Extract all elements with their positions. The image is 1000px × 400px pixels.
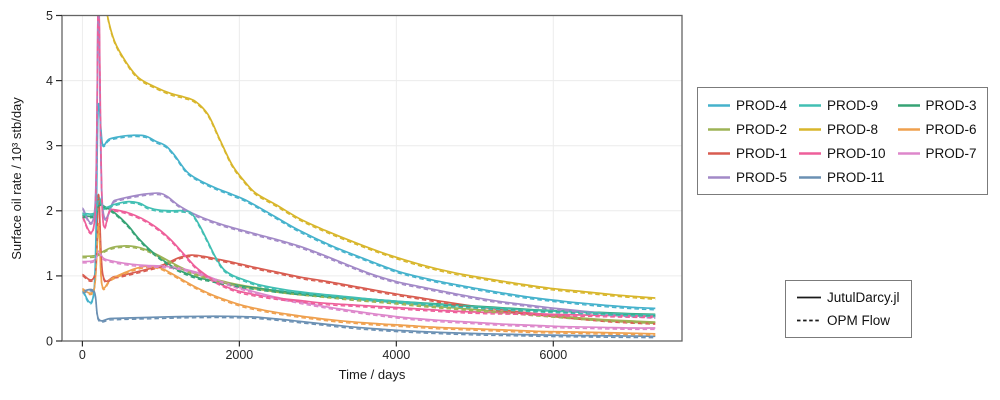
legend-swatch-icon bbox=[799, 127, 822, 131]
legend-swatch-icon bbox=[799, 175, 822, 179]
y-tick-label: 1 bbox=[46, 269, 53, 283]
y-tick-label: 2 bbox=[46, 204, 53, 218]
y-axis-label: Surface oil rate / 10³ stb/day bbox=[8, 96, 24, 260]
legend-swatch-icon bbox=[897, 127, 920, 131]
y-tick-label: 5 bbox=[46, 9, 53, 23]
series-legend: PROD-4 PROD-2 PROD-1 PROD-5 PROD-9 PROD-8 PROD… bbox=[697, 87, 988, 195]
legend-item-PROD-10: PROD-10 bbox=[799, 146, 886, 161]
legend-item-PROD-4: PROD-4 bbox=[708, 98, 787, 113]
curves-solid bbox=[81, 15, 656, 338]
x-tick-label: 6000 bbox=[539, 348, 567, 362]
legend-swatch-icon bbox=[897, 103, 920, 107]
y-tick-label: 4 bbox=[46, 74, 53, 88]
legend-item-PROD-5: PROD-5 bbox=[708, 170, 787, 185]
legend-swatch-icon bbox=[708, 103, 730, 107]
series-line-dashed-PROD-7 bbox=[82, 251, 656, 331]
legend-solid-line-icon bbox=[797, 296, 821, 299]
curves-dashed bbox=[81, 15, 656, 339]
series-line-PROD-9 bbox=[82, 196, 656, 316]
series-line-PROD-11 bbox=[82, 288, 656, 338]
x-tick-label: 4000 bbox=[382, 348, 410, 362]
series-line-dashed-PROD-9 bbox=[82, 198, 656, 318]
x-tick-label: 2000 bbox=[225, 348, 253, 362]
legend-swatch-icon bbox=[708, 151, 730, 155]
legend-item-PROD-6: PROD-6 bbox=[897, 122, 977, 137]
legend-swatch-icon bbox=[708, 175, 730, 179]
legend-dashed-line-icon bbox=[797, 319, 821, 322]
line-style-legend: JutulDarcy.jl OPM Flow bbox=[785, 280, 912, 338]
legend-swatch-icon bbox=[799, 103, 822, 107]
legend-item-dashed: OPM Flow bbox=[797, 313, 900, 328]
axis-ticks: 0 2000 4000 6000 0 1 2 3 4 5 bbox=[46, 9, 567, 362]
series-line-PROD-10 bbox=[81, 15, 656, 318]
legend-item-PROD-1: PROD-1 bbox=[708, 146, 787, 161]
x-tick-label: 0 bbox=[79, 348, 86, 362]
legend-item-PROD-3: PROD-3 bbox=[897, 98, 977, 113]
series-line-PROD-8 bbox=[106, 15, 656, 299]
series-line-dashed-PROD-6 bbox=[82, 224, 656, 336]
legend-item-PROD-7: PROD-7 bbox=[897, 146, 977, 161]
legend-swatch-icon bbox=[897, 151, 920, 155]
series-line-PROD-6 bbox=[82, 222, 656, 335]
plot-frame bbox=[61, 14, 683, 342]
legend-swatch-icon bbox=[799, 151, 822, 155]
x-axis-label: Time / days bbox=[338, 367, 406, 382]
legend-item-solid: JutulDarcy.jl bbox=[797, 290, 900, 305]
series-line-PROD-5 bbox=[81, 15, 656, 318]
series-line-PROD-4 bbox=[81, 102, 656, 310]
series-line-dashed-PROD-11 bbox=[82, 290, 656, 339]
y-tick-label: 3 bbox=[46, 139, 53, 153]
legend-item-PROD-2: PROD-2 bbox=[708, 122, 787, 137]
series-line-dashed-PROD-8 bbox=[106, 15, 656, 301]
legend-swatch-icon bbox=[708, 127, 730, 131]
legend-item-PROD-11: PROD-11 bbox=[799, 170, 886, 185]
series-line-dashed-PROD-10 bbox=[81, 15, 656, 319]
legend-item-PROD-8: PROD-8 bbox=[799, 122, 886, 137]
series-line-dashed-PROD-5 bbox=[81, 15, 656, 319]
legend-item-PROD-9: PROD-9 bbox=[799, 98, 886, 113]
series-line-PROD-3 bbox=[82, 203, 656, 316]
y-tick-label: 0 bbox=[46, 334, 53, 348]
series-line-PROD-7 bbox=[82, 250, 656, 329]
series-line-dashed-PROD-4 bbox=[81, 104, 656, 311]
